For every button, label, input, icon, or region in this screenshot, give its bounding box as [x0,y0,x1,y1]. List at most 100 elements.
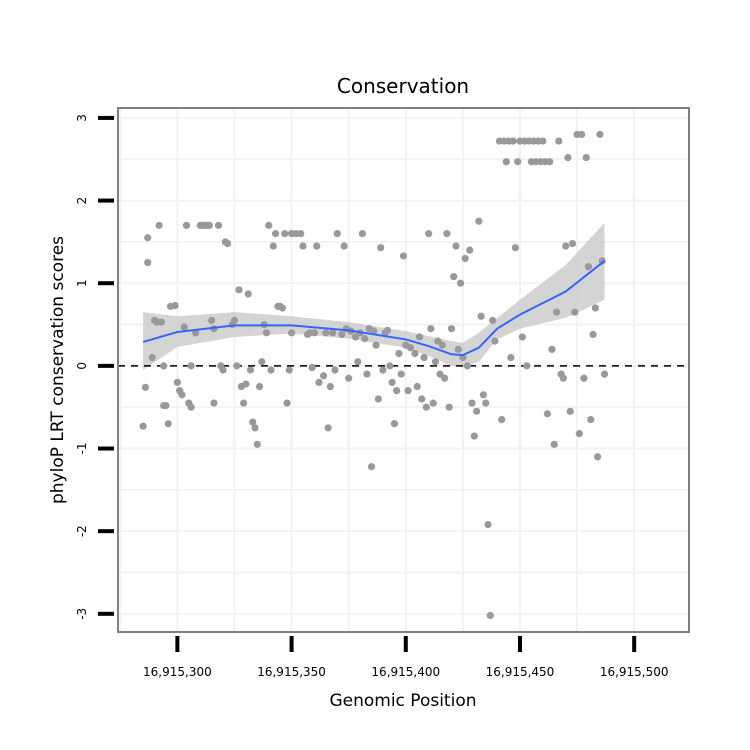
data-point [445,403,453,411]
data-point [205,221,213,229]
chart-title: Conservation [337,74,469,98]
data-point [434,337,442,345]
data-point [144,234,152,242]
data-point [173,378,181,386]
data-point [313,242,321,250]
data-point [596,130,604,139]
y-tick-label: 3 [75,114,89,122]
x-tick-label: 16,915,300 [143,665,212,679]
data-point [370,327,378,335]
data-point [578,130,586,139]
x-tick-label: 16,915,500 [600,665,669,679]
data-point [246,366,255,374]
data-point [422,403,430,411]
data-point [589,330,597,339]
smooth-trend-line [142,260,606,357]
data-point [281,230,289,238]
data-point [393,387,401,395]
data-point [413,382,421,391]
data-point [164,420,172,428]
data-point [399,252,408,260]
data-point [230,316,239,325]
data-point [187,403,195,411]
data-point [251,424,259,432]
data-point [486,611,494,620]
data-point [591,304,599,312]
data-point [568,239,577,248]
data-point [571,308,579,316]
data-point [214,221,223,229]
data-point [539,137,547,145]
data-point [345,374,353,382]
data-point [543,410,551,418]
data-point [441,374,449,382]
data-point [514,158,522,166]
data-point [429,399,437,407]
data-point [322,329,330,337]
x-axis: 16,915,300 16,915,350 16,915,400 16,915,450… [143,636,669,679]
data-point [580,374,588,382]
data-point [518,333,526,341]
data-point [333,230,341,238]
data-point [340,242,348,250]
y-tick-label: 1 [75,279,89,287]
data-point [326,382,335,391]
data-point [566,407,574,415]
data-point [587,415,595,424]
data-point [575,430,583,438]
data-point [420,354,428,362]
y-tick-label: 0 [75,362,89,370]
data-point [182,221,191,229]
data-point [548,345,556,353]
data-point [233,362,241,370]
data-point [171,301,179,310]
data-point [329,329,337,337]
data-point [431,358,440,366]
data-point [358,230,366,238]
y-tick-label: -2 [75,525,89,537]
x-tick-label: 16,915,350 [257,665,326,679]
data-point [523,362,531,370]
data-point [367,463,376,471]
data-point [283,399,291,407]
data-point [354,358,362,366]
data-point [178,391,186,399]
data-point [242,380,250,388]
data-point [562,242,570,250]
data-point [552,308,561,316]
data-point [463,362,472,370]
data-point [491,337,499,345]
data-point [287,329,296,337]
data-point [374,395,382,403]
data-point [498,415,506,424]
data-point [507,354,515,362]
data-point [404,387,412,395]
data-point [475,217,483,225]
data-point [582,153,590,162]
data-point [386,362,394,370]
data-point [564,153,572,162]
data-point [584,263,593,271]
data-point [559,374,567,382]
data-point [470,432,478,440]
data-point [262,329,271,337]
data-point [139,422,147,430]
data-point [598,257,606,265]
x-tick-label: 16,915,400 [371,665,440,679]
data-point [249,418,257,426]
y-tick-label: -3 [75,608,89,620]
y-axis-label: phyloP LRT conservation scores [48,236,68,504]
data-point [509,137,517,145]
data-point [180,323,188,331]
data-point [256,382,264,391]
y-tick-label: 2 [75,197,89,205]
data-point [482,399,490,407]
data-point [468,399,476,407]
data-point [594,453,602,461]
data-points [139,130,609,620]
data-point [299,242,307,250]
data-point [550,440,558,448]
data-point [388,378,396,386]
y-tick-label: -1 [75,443,89,455]
